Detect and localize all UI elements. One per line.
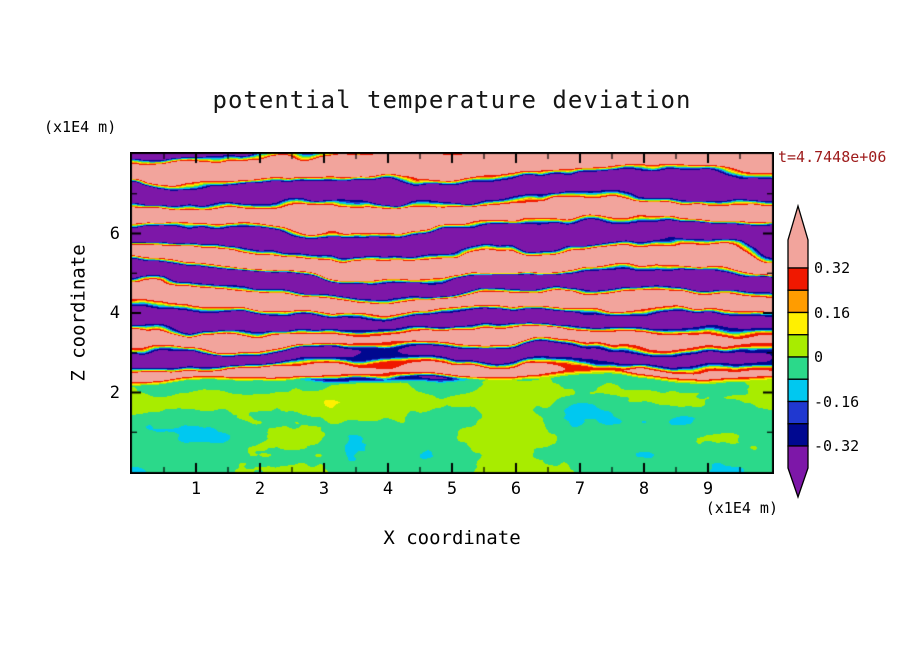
- colorbar-bottom-arrow: [787, 445, 809, 499]
- x-axis-label: X coordinate: [383, 527, 521, 549]
- colorbar-segment: [787, 311, 809, 336]
- colorbar-segment: [787, 334, 809, 358]
- x-tick-label: 7: [574, 479, 586, 499]
- colorbar-label: 0: [814, 348, 824, 366]
- x-tick-label: 6: [510, 479, 522, 499]
- x-tick-label: 3: [318, 479, 330, 499]
- plot-title: potential temperature deviation: [212, 86, 692, 114]
- x-tick-label: 4: [382, 479, 394, 499]
- colorbar-label: 0.16: [814, 303, 851, 322]
- z-axis-label: Z coordinate: [68, 244, 90, 382]
- x-tick-label: 5: [446, 479, 458, 499]
- x-tick-label: 1: [190, 479, 202, 499]
- colorbar-segment: [787, 289, 809, 314]
- z-tick-label: 4: [109, 303, 120, 323]
- x-axis-units: (x1E4 m): [705, 499, 778, 517]
- x-tick-label: 8: [638, 479, 650, 499]
- x-tick-label: 2: [254, 479, 266, 499]
- colorbar-segment: [787, 267, 809, 291]
- x-tick-label: 9: [702, 479, 714, 499]
- z-tick-label: 6: [109, 223, 120, 244]
- colorbar-label: -0.16: [814, 392, 860, 411]
- colorbar-label: -0.32: [814, 437, 860, 455]
- colorbar: [787, 203, 809, 499]
- contour-plot-canvas: [130, 152, 774, 474]
- colorbar-top-arrow: [787, 203, 809, 269]
- colorbar-segment: [787, 423, 809, 447]
- z-tick-label: 2: [109, 382, 120, 403]
- colorbar-segment: [787, 356, 809, 380]
- colorbar-segment: [787, 378, 809, 403]
- z-axis-units: (x1E4 m): [44, 118, 117, 136]
- time-label: t=4.7448e+06: [778, 148, 887, 166]
- colorbar-segment: [787, 400, 809, 425]
- colorbar-label: 0.32: [814, 259, 851, 277]
